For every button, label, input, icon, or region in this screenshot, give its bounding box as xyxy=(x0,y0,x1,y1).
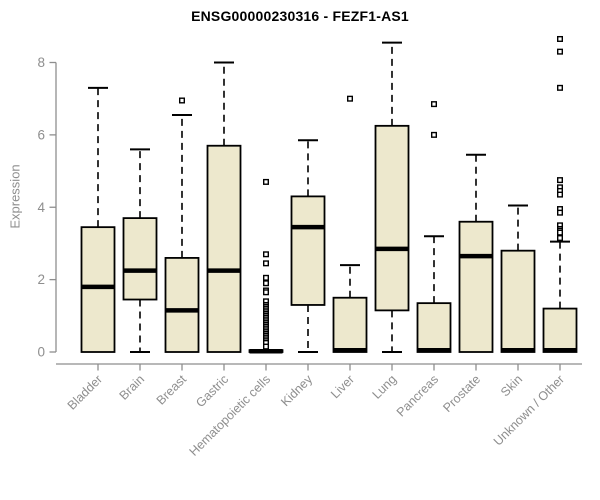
outlier-point xyxy=(557,191,564,198)
box xyxy=(332,296,368,353)
y-tick-label: 8 xyxy=(37,55,45,70)
boxplot-liver xyxy=(332,95,368,353)
x-tick-label: Skin xyxy=(498,372,525,399)
boxplot-pancreas xyxy=(416,101,452,353)
boxplot-gastric xyxy=(206,61,242,353)
outlier-point xyxy=(263,343,270,350)
outlier-point xyxy=(263,280,270,287)
outlier-point xyxy=(557,84,564,91)
box xyxy=(416,302,452,353)
x-tick-label: Brain xyxy=(117,372,148,403)
x-tick-label: Prostate xyxy=(440,372,483,415)
y-tick-label: 4 xyxy=(37,200,45,215)
box xyxy=(374,124,410,312)
outlier-point xyxy=(557,209,564,216)
boxplot-breast xyxy=(164,97,200,353)
outlier-point xyxy=(263,274,270,281)
outlier-point xyxy=(263,289,270,296)
x-tick-label: Lung xyxy=(370,372,400,402)
box xyxy=(500,249,536,353)
boxplot-prostate xyxy=(458,153,494,353)
box xyxy=(458,220,494,353)
x-tick-label: Unknown / Other xyxy=(491,372,567,448)
outlier-point xyxy=(263,178,270,185)
y-tick-label: 2 xyxy=(37,272,45,287)
box xyxy=(542,307,578,353)
x-tick-label: Kidney xyxy=(278,372,315,409)
outlier-point xyxy=(557,48,564,55)
outlier-point xyxy=(431,131,438,138)
box xyxy=(206,144,242,353)
x-tick-label: Hematopoietic cells xyxy=(187,372,274,459)
chart-title: ENSG00000230316 - FEZF1-AS1 xyxy=(191,8,409,24)
boxplot-skin xyxy=(500,204,536,353)
outlier-point xyxy=(557,229,564,236)
outlier-point xyxy=(557,235,564,242)
x-tick-label: Liver xyxy=(328,372,357,401)
outlier-point xyxy=(263,251,270,258)
y-tick-label: 6 xyxy=(37,127,45,142)
boxplot-unknown-other xyxy=(542,35,578,353)
box xyxy=(290,195,326,306)
x-tick-label: Gastric xyxy=(193,372,231,410)
box xyxy=(80,226,116,353)
boxplot-hematopoietic-cells xyxy=(248,178,284,354)
x-tick-label: Bladder xyxy=(65,372,105,412)
outlier-point xyxy=(557,35,564,42)
outlier-point xyxy=(431,101,438,108)
x-tick-label: Breast xyxy=(154,372,190,408)
outlier-point xyxy=(178,97,185,104)
outlier-point xyxy=(263,260,270,267)
boxplot-bladder xyxy=(80,86,116,353)
boxplot-lung xyxy=(374,41,410,353)
boxplot-brain xyxy=(122,148,158,353)
boxplot-kidney xyxy=(290,139,326,353)
x-tick-label: Pancreas xyxy=(394,372,441,419)
y-tick-label: 0 xyxy=(37,345,45,360)
outlier-point xyxy=(557,177,564,184)
box xyxy=(122,217,158,301)
box xyxy=(164,257,200,353)
outlier-point xyxy=(347,95,354,102)
